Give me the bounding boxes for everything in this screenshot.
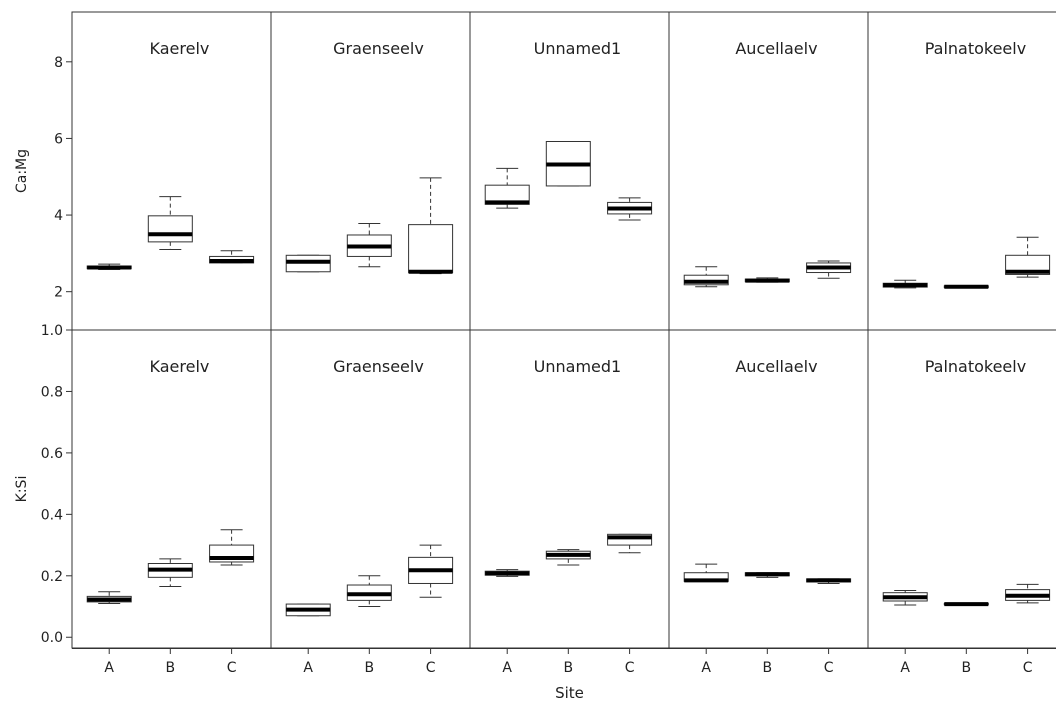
panel-title: Graenseelv <box>333 39 424 58</box>
x-tick-label: B <box>564 660 574 676</box>
x-tick-label: A <box>900 660 910 676</box>
panel-title: Unnamed1 <box>534 39 622 58</box>
panel-aucellaelv: Aucellaelv <box>668 329 869 649</box>
iqr-box <box>147 215 193 243</box>
x-tick-label: C <box>824 660 834 676</box>
x-tick-label: B <box>763 660 773 676</box>
x-tick-label: C <box>1023 660 1033 676</box>
y-tick-label: 0.8 <box>41 384 63 400</box>
panel-border <box>469 329 670 649</box>
box-b <box>545 140 591 187</box>
box-a <box>484 167 530 209</box>
box-b <box>943 602 989 607</box>
y-axis-label: K:Si <box>14 476 30 503</box>
panel-border <box>668 329 869 649</box>
x-tick-label: B <box>962 660 972 676</box>
box-b <box>346 222 392 268</box>
panel-kaerelv: Kaerelv <box>71 11 272 331</box>
box-a <box>285 603 331 617</box>
panel-palnatokeelv: Palnatokeelv <box>867 329 1056 649</box>
iqr-box <box>607 533 653 546</box>
y-axis-label: Ca:Mg <box>14 149 30 193</box>
x-tick-label: C <box>625 660 635 676</box>
y-tick-label: 8 <box>54 55 63 71</box>
x-tick-label: B <box>365 660 375 676</box>
x-tick-label: A <box>701 660 711 676</box>
x-tick-label: C <box>227 660 237 676</box>
y-tick-label: 0.6 <box>41 446 63 462</box>
y-tick-label: 0.4 <box>41 507 63 523</box>
box-c <box>408 177 454 275</box>
panel-unnamed1: Unnamed1 <box>469 329 670 649</box>
iqr-box <box>408 224 454 274</box>
panel-graenseelv: Graenseelv <box>270 11 471 331</box>
panel-aucellaelv: Aucellaelv <box>668 11 869 331</box>
box-b <box>744 277 790 283</box>
x-tick-label: C <box>426 660 436 676</box>
box-a <box>683 563 729 583</box>
box-b <box>147 558 193 588</box>
box-c <box>209 529 255 566</box>
x-tick-label: A <box>502 660 512 676</box>
box-c <box>1005 583 1051 604</box>
panel-title: Palnatokeelv <box>925 357 1026 376</box>
y-tick-label: 6 <box>54 131 63 147</box>
x-tick-label: A <box>303 660 313 676</box>
y-tick-label: 1.0 <box>41 323 63 339</box>
panel-title: Unnamed1 <box>534 357 622 376</box>
box-a <box>683 266 729 288</box>
panel-title: Graenseelv <box>333 357 424 376</box>
row-1: 0.0 0.2 0.4 0.6 0.8 1.0 K:Si Kaerelv Graenseelv U… <box>14 323 1056 649</box>
panel-title: Palnatokeelv <box>925 39 1026 58</box>
box-c <box>408 544 454 598</box>
panel-title: Kaerelv <box>150 39 210 58</box>
panel-title: Kaerelv <box>150 357 210 376</box>
box-c <box>1005 236 1051 278</box>
iqr-box <box>1005 254 1051 275</box>
panel-border <box>867 11 1056 331</box>
box-c <box>209 250 255 264</box>
box-a <box>86 263 132 270</box>
panel-title: Aucellaelv <box>735 357 817 376</box>
box-b <box>545 549 591 566</box>
panel-border <box>270 11 471 331</box>
box-c <box>806 260 852 279</box>
y-tick-label: 0.0 <box>41 630 63 646</box>
y-tick-label: 0.2 <box>41 569 63 585</box>
box-b <box>346 575 392 608</box>
box-c <box>607 533 653 554</box>
box-b <box>147 196 193 251</box>
box-a <box>86 591 132 604</box>
box-c <box>607 197 653 221</box>
box-c <box>806 578 852 584</box>
y-tick-label: 4 <box>54 208 63 224</box>
box-b <box>744 572 790 578</box>
box-a <box>882 590 928 606</box>
panel-graenseelv: Graenseelv <box>270 329 471 649</box>
panel-unnamed1: Unnamed1 <box>469 11 670 331</box>
panel-title: Aucellaelv <box>735 39 817 58</box>
y-tick-label: 2 <box>54 285 63 301</box>
box-a <box>285 254 331 273</box>
x-tick-label: B <box>166 660 176 676</box>
x-tick-label: A <box>104 660 114 676</box>
box-b <box>943 284 989 289</box>
panel-palnatokeelv: Palnatokeelv <box>867 11 1056 331</box>
panel-kaerelv: Kaerelv <box>71 329 272 649</box>
row-0: 2 4 6 8 Ca:Mg Kaerelv Graenseelv Unnamed1 Aucell… <box>14 11 1056 331</box>
box-a <box>484 569 530 577</box>
x-axis-label: Site <box>555 684 584 702</box>
panel-border <box>71 11 272 331</box>
box-a <box>882 279 928 289</box>
